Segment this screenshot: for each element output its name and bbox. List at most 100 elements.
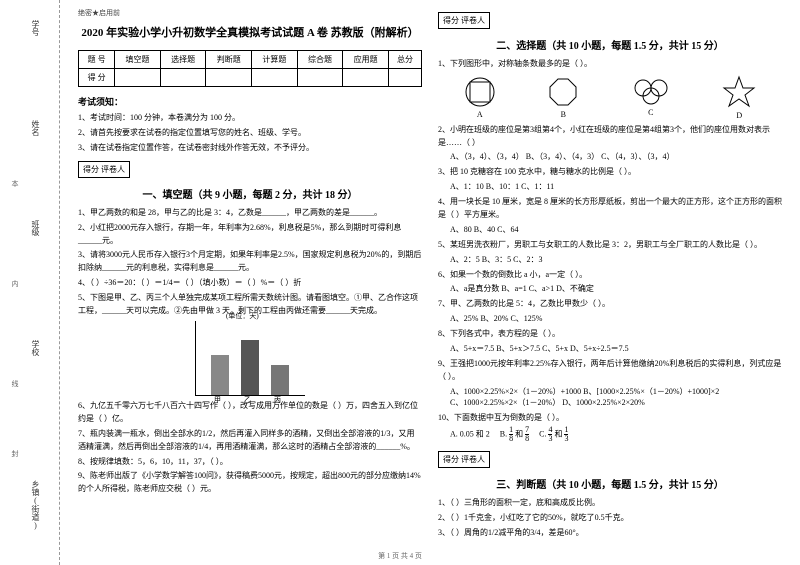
question: 10、下面数据中互为倒数的是（ ）。 (438, 412, 782, 425)
bar (241, 340, 259, 395)
td (115, 69, 161, 87)
right-column: 得分 评卷人 二、选择题（共 10 小题，每题 1.5 分，共计 15 分） 1… (430, 8, 790, 557)
shape-label: D (736, 111, 742, 120)
opt-b: B. (500, 430, 507, 439)
bar (271, 365, 289, 395)
question: 8、下列各式中，表方程的是（ ）。 (438, 328, 782, 341)
option-a: A (464, 76, 496, 119)
question: 1、下列图形中，对称轴条数最多的是（ ）。 (438, 58, 782, 71)
question: 2、小明在班级的座位是第3组第4个，小红在班级的座位是第4组第3个，他们的座位用… (438, 124, 782, 150)
fold-text: 线 (10, 380, 20, 387)
options: A、5+x＝7.5 B、5+x＞7.5 C、5+x D、5+x÷2.5＝7.5 (450, 343, 782, 354)
bar (211, 355, 229, 395)
td (297, 69, 343, 87)
question: 4、（ ）÷36＝20：（ ）＝1/4＝（ ）（填小数）＝（ ）%＝（ ）折 (78, 277, 422, 290)
options: A、a是真分数 B、a=1 C、a>1 D、不确定 (450, 283, 782, 294)
options: A、80 B、40 C、64 (450, 224, 782, 235)
th: 总分 (388, 51, 421, 69)
secrecy-label: 绝密★启用前 (78, 8, 422, 18)
section-2-title: 二、选择题（共 10 小题，每题 1.5 分，共计 15 分） (438, 37, 782, 52)
page: 学号 姓名 班级 学校 乡镇(街道) 本 内 线 封 绝密★启用前 2020 年… (0, 0, 800, 565)
fold-text: 本 (10, 180, 20, 187)
td: 得 分 (79, 69, 115, 87)
content-area: 绝密★启用前 2020 年实验小学小升初数学全真模拟考试试题 A 卷 苏教版（附… (60, 0, 800, 565)
question: 5、某班男洗衣粉厂，男职工与女职工的人数比是 3：2，男职工与全厂职工的人数比是… (438, 239, 782, 252)
fraction: 78 (525, 426, 529, 443)
score-table: 题 号 填空题 选择题 判断题 计算题 综合题 应用题 总分 得 分 (78, 50, 422, 87)
shape-label: C (648, 108, 653, 117)
margin-label: 姓名 (30, 120, 41, 136)
question: 1、甲乙两数的和是 28，甲与乙的比是 3：4，乙数是______，甲乙两数的差… (78, 207, 422, 220)
section-1-title: 一、填空题（共 9 小题，每题 2 分，共计 18 分） (78, 186, 422, 201)
margin-label: 学号 (30, 20, 41, 36)
bar-chart: (单位：天) 甲 乙 丙 (195, 321, 305, 396)
question: 2、小红把2000元存入银行，存期一年，年利率为2.68%，利息税是5%，那么到… (78, 222, 422, 248)
left-column: 绝密★启用前 2020 年实验小学小升初数学全真模拟考试试题 A 卷 苏教版（附… (70, 8, 430, 557)
rule: 1、考试时间：100 分钟，本卷满分为 100 分。 (78, 112, 422, 124)
fold-text: 内 (10, 280, 20, 287)
td (160, 69, 206, 87)
question: 9、王强把1000元按年利率2.25%存入银行，两年后计算他缴纳20%利息税后的… (438, 358, 782, 384)
three-circles-icon (631, 78, 671, 106)
notice-title: 考试须知： (78, 95, 422, 108)
binding-margin: 学号 姓名 班级 学校 乡镇(街道) 本 内 线 封 (0, 0, 60, 565)
fraction: 43 (548, 426, 552, 443)
question: 7、甲、乙两数的比是 5：4，乙数比甲数少（ ）。 (438, 298, 782, 311)
options: A、2：5 B、3：5 C、2：3 (450, 254, 782, 265)
margin-label: 学校 (30, 340, 41, 356)
square-in-circle-icon (464, 76, 496, 108)
rule: 2、请首先按要求在试卷的指定位置填写您的姓名、班级、学号。 (78, 127, 422, 139)
td (343, 69, 389, 87)
score-box: 得分 评卷人 (438, 451, 490, 468)
td (252, 69, 298, 87)
th: 选择题 (160, 51, 206, 69)
star-icon (722, 75, 756, 109)
shape-options: A B C D (438, 75, 782, 120)
bar-label: 乙 (244, 395, 251, 405)
octagon-icon (547, 76, 579, 108)
score-box: 得分 评卷人 (438, 12, 490, 29)
question: 3、把 10 克糖容在 100 克水中，糖与糖水的比例是（ ）。 (438, 166, 782, 179)
th: 综合题 (297, 51, 343, 69)
option-d: D (722, 75, 756, 120)
question: 7、瓶内装满一瓶水，倒出全部水的1/2，然后再灌入同样多的酒精，又倒出全部溶液的… (78, 428, 422, 454)
th: 计算题 (252, 51, 298, 69)
margin-label: 班级 (30, 220, 41, 236)
options: A、25% B、20% C、125% (450, 313, 782, 324)
fraction: 18 (509, 426, 513, 443)
options: A. 0.05 和 2 B. 18 和 78 C. 43 和 13 (450, 426, 782, 443)
options: A、1000×2.25%×2×（1－20%）+1000 B、[1000×2.25… (450, 386, 782, 408)
question: 4、用一块长是 10 厘米，宽是 8 厘米的长方形厚纸板，剪出一个最大的正方形，… (438, 196, 782, 222)
table-row: 题 号 填空题 选择题 判断题 计算题 综合题 应用题 总分 (79, 51, 422, 69)
td (206, 69, 252, 87)
question: 6、如果一个数的倒数比 a 小，a一定（ ）。 (438, 269, 782, 282)
question: 8、按规律填数：5，6，10，11，37，（ ）。 (78, 456, 422, 469)
bar-label: 甲 (214, 395, 221, 405)
score-box: 得分 评卷人 (78, 161, 130, 178)
fold-text: 封 (10, 450, 20, 457)
margin-label: 乡镇(街道) (30, 480, 41, 530)
question: 3、（ ）周角的1/2减平角的3/4，差是60°。 (438, 527, 782, 540)
page-footer: 第 1 页 共 4 页 (0, 551, 800, 561)
option-c: C (631, 78, 671, 117)
and: 和 (515, 430, 523, 439)
th: 应用题 (343, 51, 389, 69)
question: 3、请将3000元人民币存入银行3个月定期，如果年利率是2.5%，国家规定利息税… (78, 249, 422, 275)
question: 1、（ ）三角形的面积一定，底和高成反比例。 (438, 497, 782, 510)
table-row: 得 分 (79, 69, 422, 87)
options: A、（3，4）、（3，4） B、（3，4）、（4，3） C、（4，3）、（3，4… (450, 151, 782, 162)
options: A、1：10 B、10：1 C、1：11 (450, 181, 782, 192)
chart-unit: (单位：天) (226, 311, 259, 321)
td (388, 69, 421, 87)
shape-label: B (561, 110, 566, 119)
th: 填空题 (115, 51, 161, 69)
exam-title: 2020 年实验小学小升初数学全真模拟考试试题 A 卷 苏教版（附解析） (78, 24, 422, 40)
section-3-title: 三、判断题（共 10 小题，每题 1.5 分，共计 15 分） (438, 476, 782, 491)
opt-a: A. 0.05 和 2 (450, 430, 490, 439)
option-b: B (547, 76, 579, 119)
th: 题 号 (79, 51, 115, 69)
th: 判断题 (206, 51, 252, 69)
question: 9、陈老师出版了《小学数学解答100问》，获得稿费5000元，按规定，超出800… (78, 470, 422, 496)
fraction: 13 (564, 426, 568, 443)
bar-label: 丙 (274, 395, 281, 405)
